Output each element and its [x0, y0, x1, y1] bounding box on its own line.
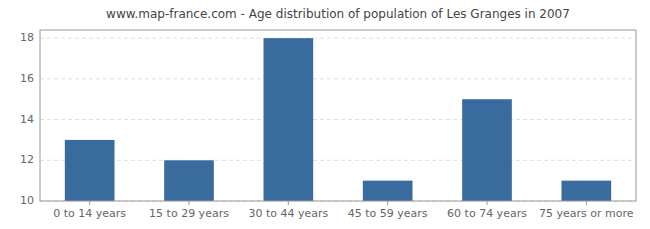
y-tick-label: 14: [20, 113, 34, 126]
x-axis: 0 to 14 years 15 to 29 years 30 to 44 year…: [53, 201, 634, 220]
y-axis: 10 12 14 16 18: [20, 31, 34, 207]
x-tick: [89, 201, 90, 205]
y-tick-label: 16: [20, 72, 34, 85]
plot-frame: [40, 30, 636, 201]
x-tick-label: 30 to 44 years: [248, 207, 328, 220]
x-tick-label: 15 to 29 years: [149, 207, 229, 220]
y-tick-label: 10: [20, 194, 34, 207]
bar: [462, 99, 512, 201]
grid-line: [40, 119, 636, 120]
x-tick-label: 75 years or more: [539, 207, 634, 220]
grid-line: [40, 78, 636, 79]
chart-svg: 10 12 14 16 18 0 to 14 years 15 to 29 years 30 …: [0, 0, 650, 229]
x-tick-label: 60 to 74 years: [447, 207, 527, 220]
grid-line: [40, 38, 636, 39]
bar: [65, 140, 115, 201]
x-tick: [586, 201, 587, 205]
x-tick: [288, 201, 289, 205]
y-tick-label: 18: [20, 31, 34, 44]
x-tick: [387, 201, 388, 205]
x-tick-label: 0 to 14 years: [53, 207, 126, 220]
grid: [40, 38, 636, 201]
grid-line: [40, 160, 636, 161]
x-tick: [487, 201, 488, 205]
bar: [363, 181, 413, 201]
y-tick-label: 12: [20, 153, 34, 166]
bar: [562, 181, 612, 201]
x-tick: [189, 201, 190, 205]
bar: [264, 38, 314, 201]
chart-container: 10 12 14 16 18 0 to 14 years 15 to 29 years 30 …: [0, 0, 650, 229]
x-tick-label: 45 to 59 years: [348, 207, 428, 220]
title: www.map-france.com - Age distribution of…: [106, 7, 570, 21]
bar: [164, 160, 214, 201]
bars: [65, 38, 611, 201]
